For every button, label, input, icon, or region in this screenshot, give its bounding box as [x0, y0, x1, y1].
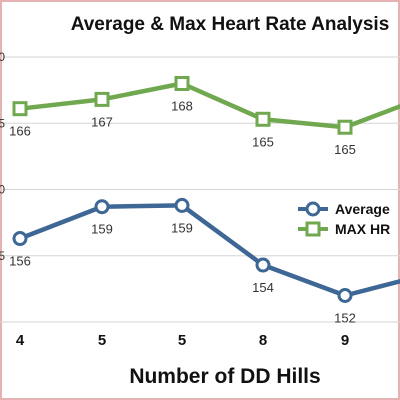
data-label: 165 — [334, 142, 356, 157]
legend-label: Average — [335, 201, 390, 217]
series-line-average — [17, 203, 400, 298]
x-axis-ticks: 4 5 5 8 9 — [16, 332, 349, 349]
data-label: 165 — [252, 134, 274, 149]
data-point-average — [174, 197, 190, 213]
y-tick-label: 0 — [0, 50, 5, 64]
x-tick-label: 5 — [98, 332, 106, 349]
data-point-max-hr — [12, 101, 28, 117]
series-layer: 166 167 168 165 165 156 159 159 154 152 — [9, 76, 400, 326]
data-label: 159 — [171, 220, 193, 235]
data-label: 156 — [9, 254, 31, 269]
chart-title: Average & Max Heart Rate Analysis — [71, 14, 390, 35]
grid-lines — [0, 56, 400, 323]
x-axis-label: Number of DD Hills — [129, 365, 320, 388]
legend-marker-max-hr — [305, 221, 321, 237]
data-label: 152 — [334, 311, 356, 326]
x-tick-label: 9 — [341, 332, 349, 349]
data-point-max-hr — [255, 111, 271, 127]
data-point-average — [12, 231, 28, 247]
data-label: 168 — [171, 99, 193, 114]
data-label: 154 — [252, 280, 274, 295]
legend: Average MAX HR — [298, 201, 390, 237]
data-point-max-hr — [174, 76, 190, 91]
series-line-max-hr — [17, 81, 400, 130]
y-axis-ticks: 5 0 5 0 — [0, 50, 5, 263]
y-tick-label: 5 — [0, 249, 5, 263]
legend-label: MAX HR — [335, 221, 390, 237]
data-point-max-hr — [94, 91, 110, 107]
y-tick-label: 0 — [0, 183, 5, 197]
data-point-average — [94, 199, 110, 215]
legend-marker-average — [305, 201, 321, 217]
y-tick-label: 5 — [0, 116, 5, 130]
data-label: 166 — [9, 124, 31, 139]
x-tick-label: 4 — [16, 332, 25, 349]
data-label: 159 — [91, 222, 113, 237]
x-tick-label: 5 — [178, 332, 186, 349]
data-label: 167 — [91, 114, 113, 129]
data-point-max-hr — [337, 119, 353, 135]
data-point-average — [337, 288, 353, 303]
data-point-average — [255, 257, 271, 273]
x-tick-label: 8 — [259, 332, 267, 349]
